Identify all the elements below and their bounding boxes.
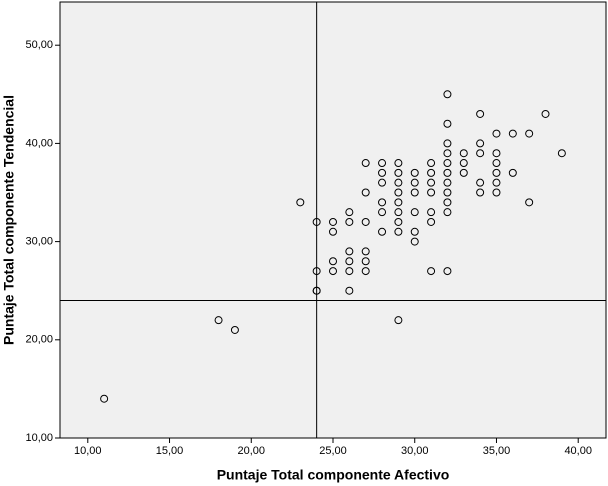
point (492, 129, 501, 138)
point (427, 168, 436, 177)
x-tick-label: 20,00 (237, 445, 265, 457)
point (410, 227, 419, 236)
point (361, 257, 370, 266)
point (378, 227, 387, 236)
point (361, 247, 370, 256)
point (476, 109, 485, 118)
point (443, 168, 452, 177)
point (443, 188, 452, 197)
point (508, 129, 517, 138)
point (329, 227, 337, 236)
y-tick-label: 50,00 (25, 39, 53, 51)
point (443, 198, 452, 207)
point (329, 267, 337, 276)
point (394, 316, 403, 325)
point (312, 286, 321, 295)
x-axis-title: Puntaje Total componente Afectivo (217, 467, 450, 483)
point (427, 267, 436, 276)
point (296, 198, 305, 207)
point (427, 217, 436, 226)
point (492, 178, 501, 187)
point (410, 178, 419, 187)
x-tick-label: 35,00 (483, 445, 511, 457)
point (361, 267, 370, 276)
point (492, 168, 501, 177)
point (476, 139, 485, 148)
point (361, 217, 370, 226)
point (230, 325, 239, 334)
x-tick-label: 30,00 (401, 445, 429, 457)
point (443, 90, 452, 99)
point (557, 149, 566, 158)
point (443, 119, 452, 128)
plot-area (59, 1, 607, 439)
point (410, 208, 419, 217)
point (427, 178, 436, 187)
point (476, 149, 485, 158)
point (443, 149, 452, 158)
point (492, 149, 501, 158)
point (100, 394, 109, 403)
point (476, 178, 485, 187)
point (508, 168, 517, 177)
point (345, 286, 354, 295)
point (525, 198, 534, 207)
point (378, 198, 387, 207)
point (394, 217, 403, 226)
x-tick-label: 15,00 (156, 445, 184, 457)
point (345, 208, 354, 217)
point (410, 168, 419, 177)
y-tick-label: 10,00 (25, 432, 53, 444)
point (410, 188, 419, 197)
point (345, 267, 354, 276)
point (443, 208, 452, 217)
point (345, 217, 354, 226)
point (427, 188, 436, 197)
point (443, 267, 452, 276)
point (459, 159, 468, 168)
point (443, 139, 452, 148)
x-tick-label: 25,00 (319, 445, 347, 457)
point (312, 267, 321, 276)
point (443, 159, 452, 168)
point (394, 198, 403, 207)
point (378, 168, 387, 177)
point (378, 208, 387, 217)
y-tick-label: 20,00 (25, 334, 53, 346)
point (361, 159, 370, 168)
point (394, 227, 403, 236)
point (394, 188, 403, 197)
point (214, 316, 223, 325)
point (378, 159, 387, 168)
y-axis-title: Puntaje Total componente Tendencial (1, 95, 17, 345)
point (492, 159, 501, 168)
point (394, 178, 403, 187)
x-tick-label: 40,00 (564, 445, 592, 457)
point (394, 159, 403, 168)
point (443, 178, 452, 187)
point (312, 217, 321, 226)
point (459, 149, 468, 158)
point (427, 159, 436, 168)
y-tick-label: 30,00 (25, 236, 53, 248)
point (427, 208, 436, 217)
point (492, 188, 501, 197)
point (345, 247, 354, 256)
point (345, 257, 354, 266)
point (525, 129, 534, 138)
point (476, 188, 485, 197)
x-tick-label: 10,00 (74, 445, 102, 457)
point (394, 208, 403, 217)
point (541, 109, 550, 118)
point (378, 178, 387, 187)
point (329, 257, 337, 266)
point (410, 237, 419, 246)
point (361, 188, 370, 197)
y-tick-label: 40,00 (25, 137, 53, 149)
point (394, 168, 403, 177)
point (459, 168, 468, 177)
point (329, 217, 337, 226)
